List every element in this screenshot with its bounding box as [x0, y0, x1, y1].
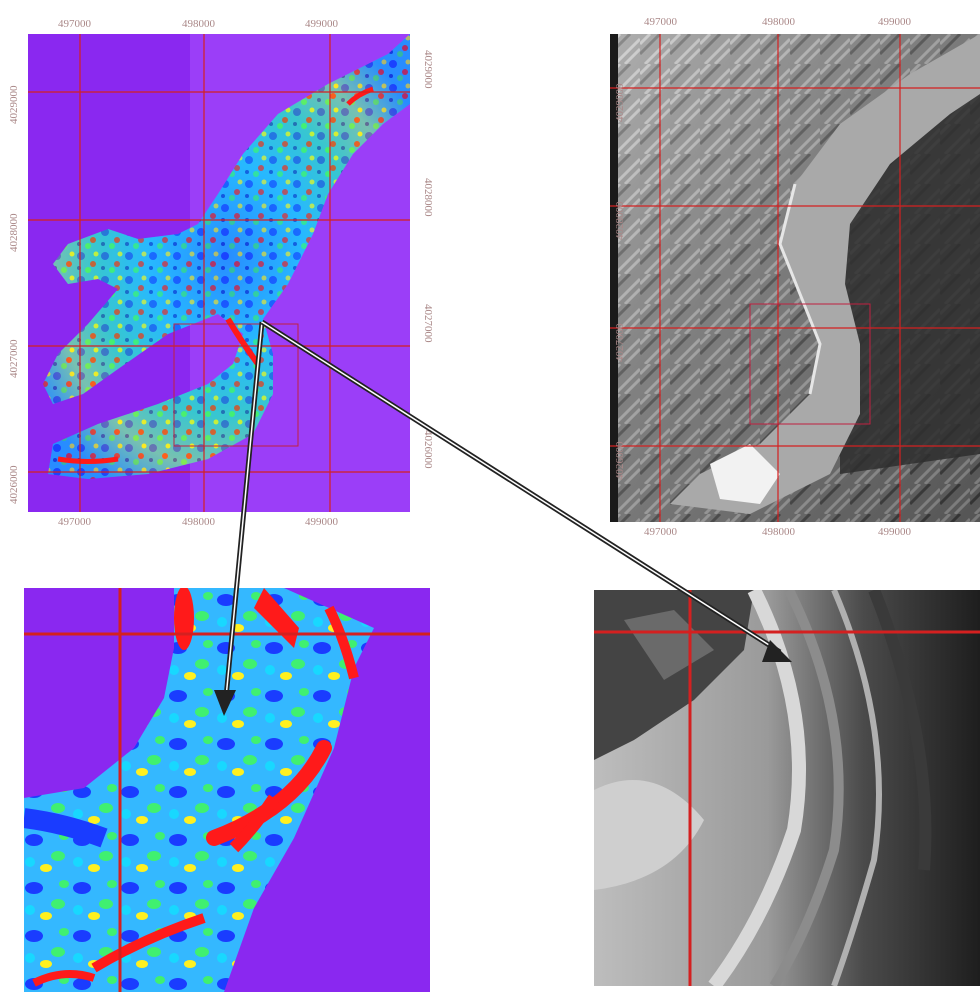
top-right-satellite-map [610, 34, 980, 522]
tl-x-tick-top-3: 499000 [305, 18, 338, 30]
tr-x-tick-bottom-1: 497000 [644, 526, 677, 538]
arrow-down-icon [214, 321, 265, 716]
tr-x-tick-bottom-2: 498000 [762, 526, 795, 538]
glacier-color-field [28, 34, 410, 512]
zoom-color-field [24, 588, 430, 992]
arrow-diagonal-icon [260, 319, 792, 662]
bottom-left-zoom-color-map [24, 588, 430, 992]
bottom-right-zoom-satellite [594, 590, 980, 986]
tr-x-tick-top-2: 498000 [762, 16, 795, 28]
tl-x-tick-bottom-1: 497000 [58, 516, 91, 528]
satellite-terrain [610, 34, 980, 522]
tr-x-tick-top-1: 497000 [644, 16, 677, 28]
zoom-satellite-terrain [594, 590, 980, 986]
tl-x-tick-top-1: 497000 [58, 18, 91, 30]
top-left-color-map [28, 34, 410, 512]
tr-x-tick-top-3: 499000 [878, 16, 911, 28]
tl-x-tick-top-2: 498000 [182, 18, 215, 30]
tl-x-tick-bottom-3: 499000 [305, 516, 338, 528]
tl-x-tick-bottom-2: 498000 [182, 516, 215, 528]
tr-x-tick-bottom-3: 499000 [878, 526, 911, 538]
